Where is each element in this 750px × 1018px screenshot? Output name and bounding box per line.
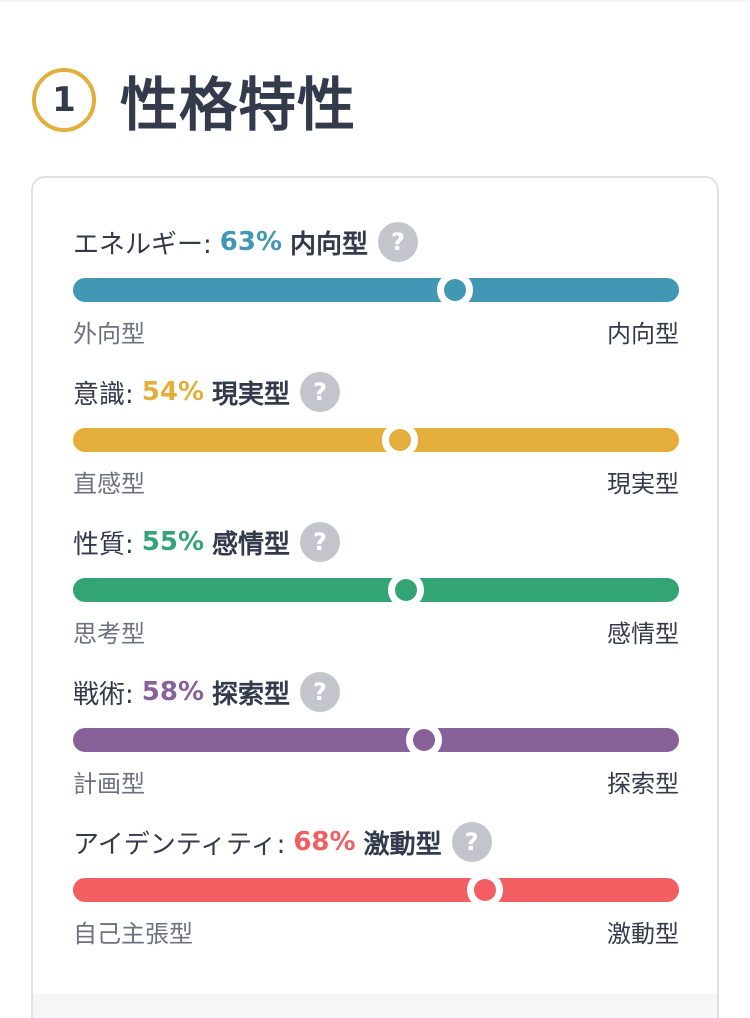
trait-percent: 58% (141, 677, 204, 707)
trait-heading: 性質: 55% 感情型 ? (73, 520, 679, 564)
trait-name: 戦術: (73, 679, 134, 710)
trait-knob (467, 872, 504, 908)
trait-percent: 55% (141, 527, 204, 557)
trait-knob-dot (395, 579, 418, 601)
card-footer-area (33, 994, 717, 1018)
trait-poles: 外向型 内向型 (73, 314, 679, 348)
trait-right-pole: 激動型 (607, 920, 679, 948)
trait-poles: 思考型 感情型 (73, 614, 679, 648)
help-icon[interactable]: ? (378, 222, 419, 262)
top-divider (0, 0, 750, 2)
section-title: 性格特性 (120, 71, 357, 139)
trait-bar (73, 428, 679, 452)
trait-energy: エネルギー: 63% 内向型 ? 外向型 内向型 (73, 220, 679, 348)
trait-right-pole: 探索型 (607, 770, 679, 798)
trait-bar-wrap (73, 872, 679, 908)
trait-left-pole: 直感型 (73, 470, 145, 498)
trait-name: アイデンティティ: (73, 829, 286, 860)
help-icon[interactable]: ? (300, 372, 341, 412)
trait-heading: 戦術: 58% 探索型 ? (73, 670, 679, 714)
trait-bar-wrap (73, 572, 679, 608)
trait-knob-dot (389, 429, 412, 451)
trait-bar-wrap (73, 272, 679, 308)
trait-percent: 63% (219, 227, 282, 257)
help-icon[interactable]: ? (300, 672, 341, 712)
trait-knob (436, 272, 473, 308)
trait-bar (73, 278, 679, 302)
trait-type: 激動型 (363, 829, 442, 860)
trait-type: 内向型 (290, 229, 369, 260)
trait-heading: エネルギー: 63% 内向型 ? (73, 220, 679, 264)
trait-identity: アイデンティティ: 68% 激動型 ? 自己主張型 激動型 (73, 820, 679, 948)
trait-poles: 計画型 探索型 (73, 764, 679, 798)
help-icon[interactable]: ? (451, 822, 492, 862)
trait-type: 感情型 (212, 529, 291, 560)
trait-knob (406, 722, 443, 758)
trait-knob (388, 572, 425, 608)
trait-tactics: 戦術: 58% 探索型 ? 計画型 探索型 (73, 670, 679, 798)
trait-left-pole: 自己主張型 (73, 920, 193, 948)
trait-right-pole: 現実型 (607, 470, 679, 498)
trait-knob-dot (474, 879, 497, 901)
trait-bar (73, 578, 679, 602)
section-number-badge: 1 (32, 68, 96, 132)
trait-right-pole: 内向型 (607, 320, 679, 348)
trait-percent: 68% (293, 827, 356, 857)
trait-bar-wrap (73, 722, 679, 758)
trait-name: 性質: (73, 529, 134, 560)
trait-poles: 直感型 現実型 (73, 464, 679, 498)
help-icon[interactable]: ? (300, 522, 341, 562)
trait-right-pole: 感情型 (607, 620, 679, 648)
trait-bar (73, 728, 679, 752)
section-header: 1 性格特性 (32, 64, 356, 139)
trait-heading: アイデンティティ: 68% 激動型 ? (73, 820, 679, 864)
personality-traits-card: エネルギー: 63% 内向型 ? 外向型 内向型 意識: 54% 現実型 (31, 176, 719, 1018)
trait-mind: 意識: 54% 現実型 ? 直感型 現実型 (73, 370, 679, 498)
trait-type: 現実型 (212, 379, 291, 410)
trait-nature: 性質: 55% 感情型 ? 思考型 感情型 (73, 520, 679, 648)
trait-knob (382, 422, 419, 458)
trait-percent: 54% (141, 377, 204, 407)
trait-type: 探索型 (212, 679, 291, 710)
trait-heading: 意識: 54% 現実型 ? (73, 370, 679, 414)
trait-poles: 自己主張型 激動型 (73, 914, 679, 948)
trait-name: エネルギー: (73, 229, 212, 260)
trait-left-pole: 思考型 (73, 620, 145, 648)
trait-knob-dot (443, 279, 466, 301)
trait-knob-dot (413, 729, 436, 751)
trait-bar-wrap (73, 422, 679, 458)
trait-left-pole: 計画型 (73, 770, 145, 798)
trait-name: 意識: (73, 379, 134, 410)
trait-left-pole: 外向型 (73, 320, 145, 348)
trait-bar (73, 878, 679, 902)
